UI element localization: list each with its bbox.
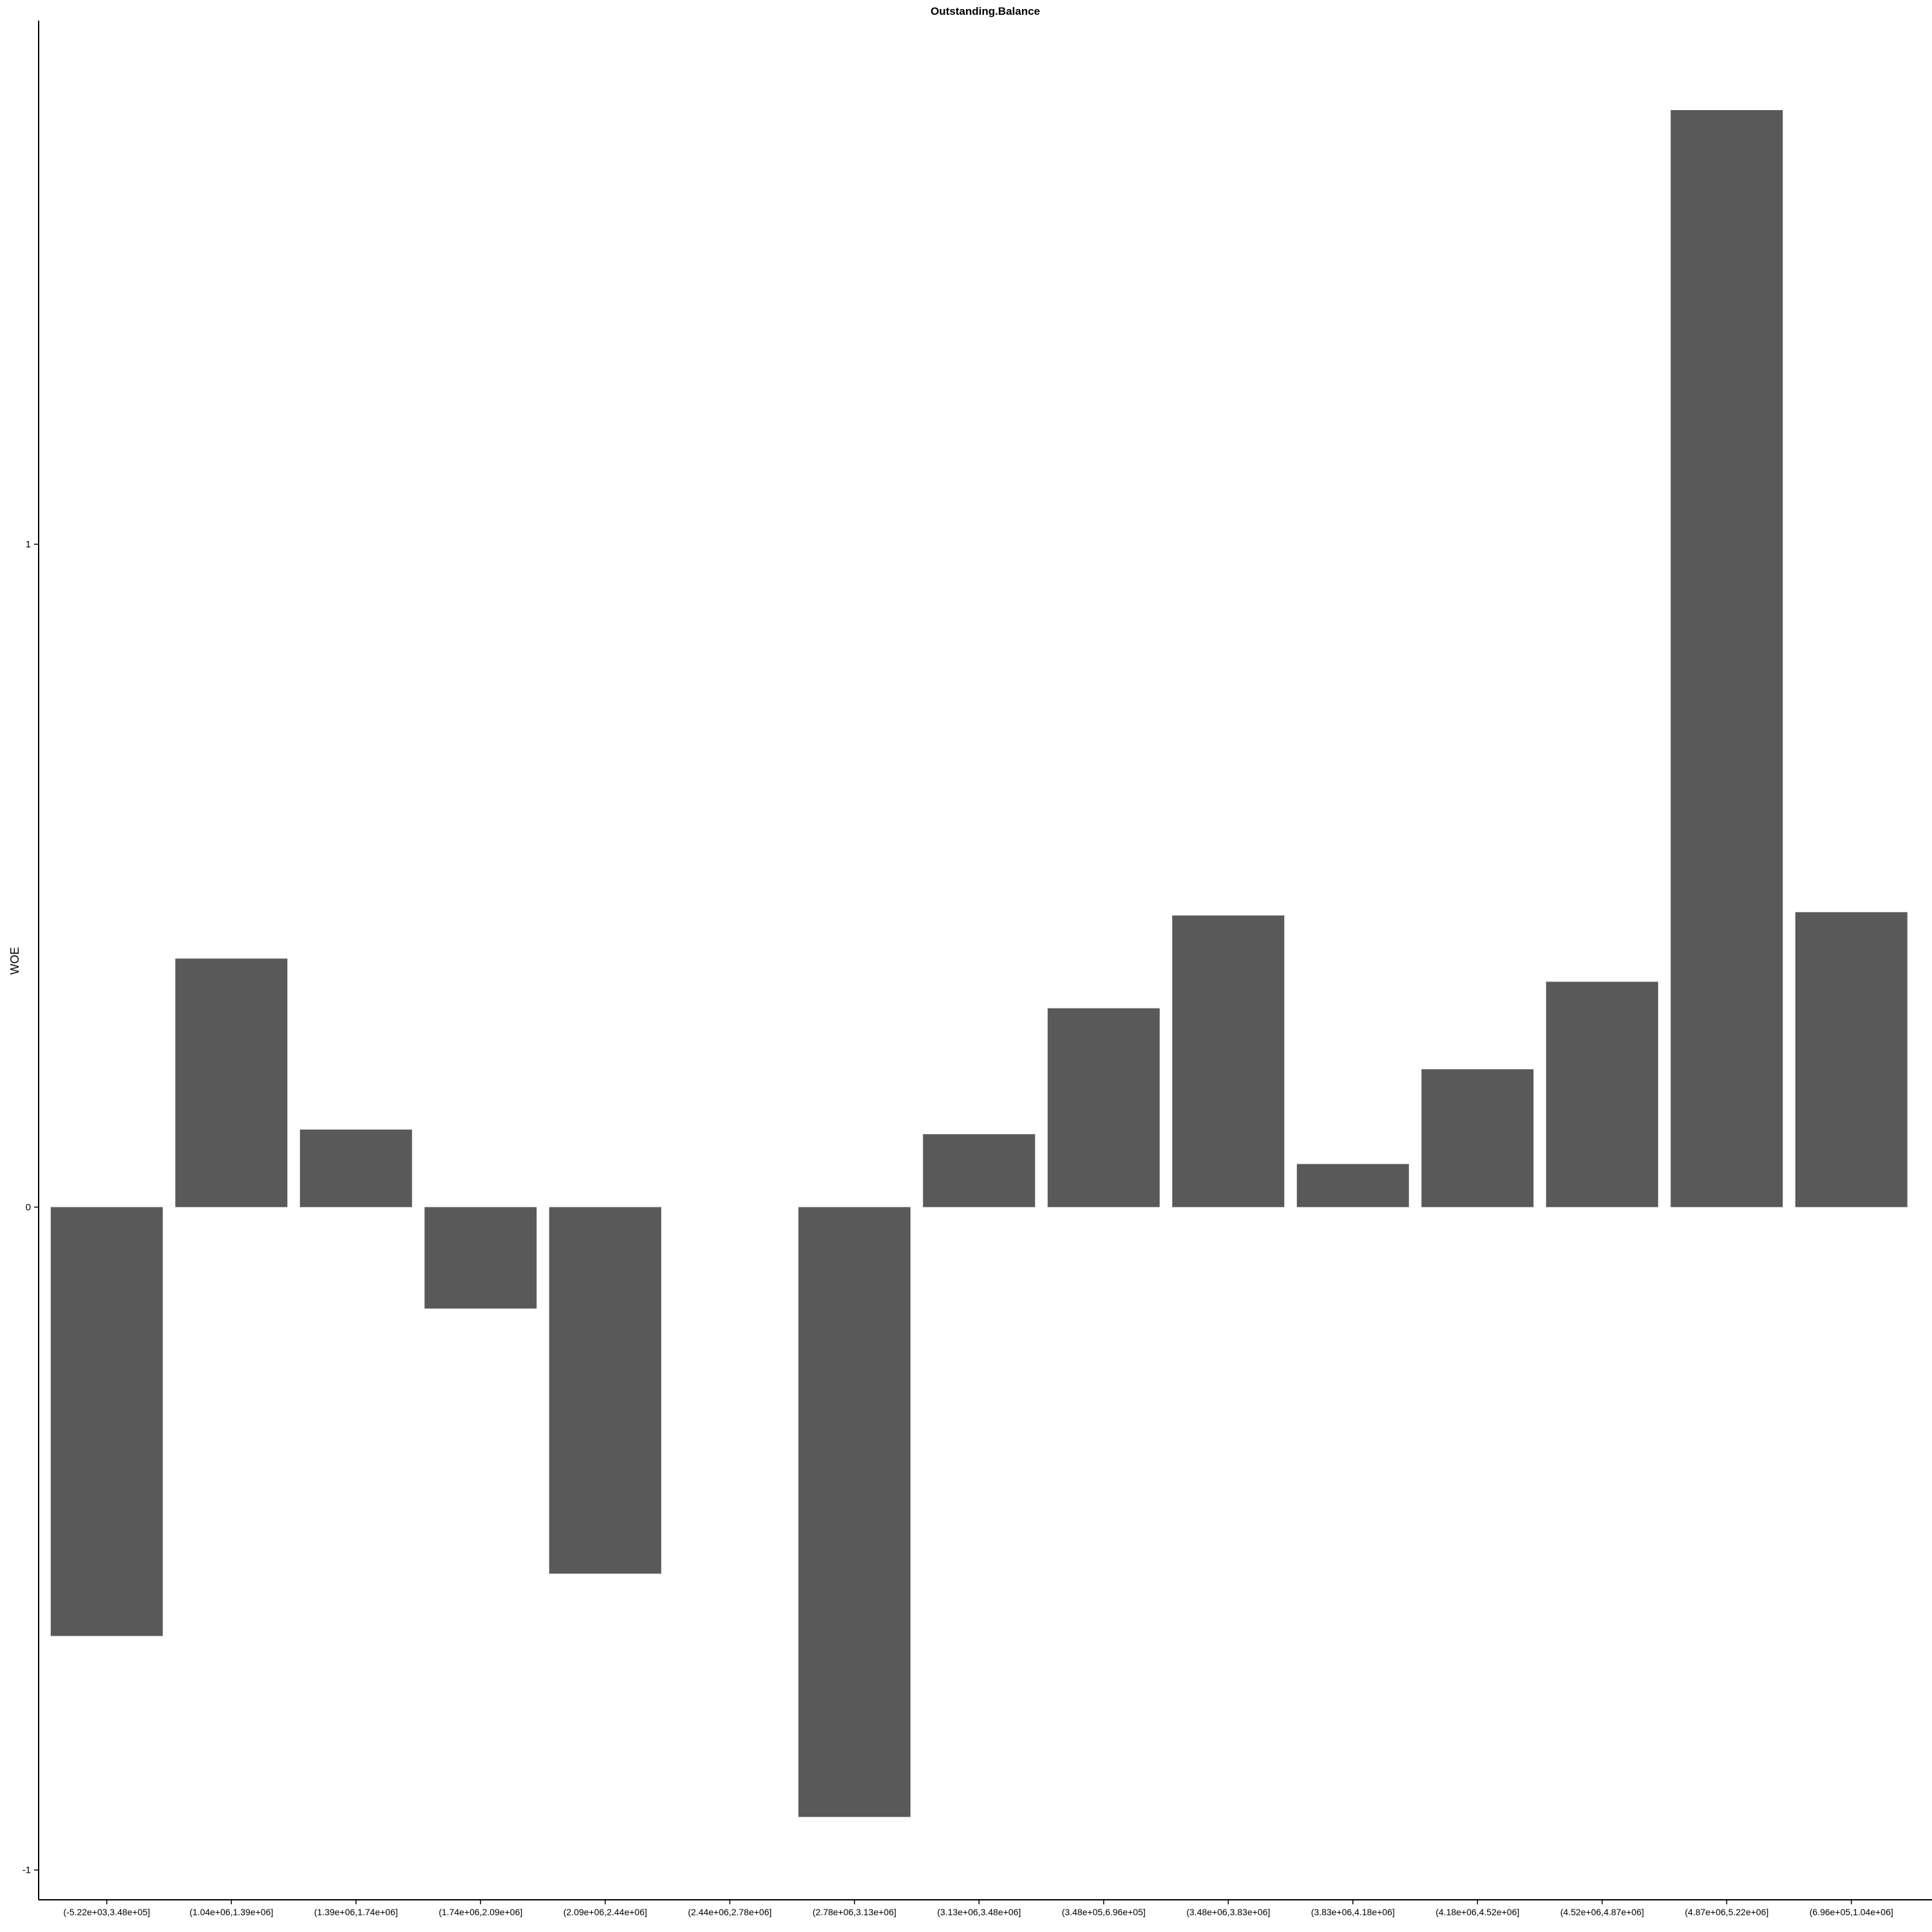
- x-tick-label: (3.48e+05,6.96e+05]: [1062, 1907, 1146, 1917]
- bar-6: [798, 1207, 911, 1817]
- x-tick-label: (1.74e+06,2.09e+06]: [439, 1907, 522, 1917]
- bar-11: [1421, 1069, 1534, 1208]
- x-tick-label: (3.83e+06,4.18e+06]: [1311, 1907, 1395, 1917]
- x-ticks-group: (-5.22e+03,3.48e+05] (1.04e+06,1.39e+06] (…: [63, 1900, 1893, 1917]
- y-tick-label: -1: [23, 1865, 31, 1876]
- bar-3: [424, 1207, 537, 1309]
- x-tick-label: (4.18e+06,4.52e+06]: [1435, 1907, 1519, 1917]
- x-tick-label: (-5.22e+03,3.48e+05]: [63, 1907, 150, 1917]
- bar-14: [1795, 912, 1908, 1208]
- x-tick-label: (2.78e+06,3.13e+06]: [813, 1907, 896, 1917]
- x-tick-label: (3.48e+06,3.83e+06]: [1186, 1907, 1270, 1917]
- y-axis-label: WOE: [8, 947, 21, 975]
- chart-title: Outstanding.Balance: [931, 5, 1040, 17]
- y-tick-label: 1: [26, 539, 31, 550]
- x-tick-label: (6.96e+05,1.04e+06]: [1810, 1907, 1893, 1917]
- bar-10: [1296, 1164, 1409, 1208]
- bars-group: [50, 109, 1908, 1817]
- bar-1: [175, 958, 288, 1208]
- x-tick-label: (2.09e+06,2.44e+06]: [564, 1907, 647, 1917]
- x-tick-label: (4.52e+06,4.87e+06]: [1560, 1907, 1644, 1917]
- bar-2: [299, 1129, 412, 1208]
- y-ticks-group: -1 0 1: [23, 539, 39, 1876]
- x-tick-label: (1.04e+06,1.39e+06]: [189, 1907, 273, 1917]
- x-tick-label: (3.13e+06,3.48e+06]: [937, 1907, 1021, 1917]
- x-tick-label: (2.44e+06,2.78e+06]: [688, 1907, 772, 1917]
- bar-13: [1671, 109, 1783, 1208]
- bar-12: [1546, 981, 1658, 1208]
- bar-7: [923, 1134, 1036, 1208]
- x-tick-label: (4.87e+06,5.22e+06]: [1685, 1907, 1768, 1917]
- bar-0: [50, 1207, 163, 1636]
- bar-4: [549, 1207, 661, 1574]
- bar-9: [1172, 915, 1285, 1208]
- bar-8: [1047, 1008, 1160, 1208]
- x-tick-label: (1.39e+06,1.74e+06]: [314, 1907, 398, 1917]
- y-tick-label: 0: [26, 1202, 31, 1213]
